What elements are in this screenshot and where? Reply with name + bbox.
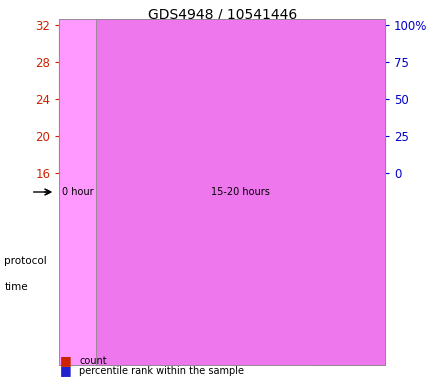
Bar bbox=[248, 166, 268, 170]
Bar bbox=[170, 173, 203, 248]
Bar bbox=[278, 173, 310, 248]
Text: GSM957804: GSM957804 bbox=[182, 183, 191, 238]
Text: IL-12 + IL-18,
TGF-β: IL-12 + IL-18, TGF-β bbox=[319, 182, 379, 202]
Bar bbox=[284, 166, 304, 170]
Bar bbox=[320, 163, 339, 173]
Bar bbox=[59, 19, 204, 365]
Text: unactivated control: unactivated control bbox=[88, 187, 176, 197]
Text: GSM957800: GSM957800 bbox=[361, 183, 370, 238]
Bar bbox=[204, 19, 313, 365]
Bar bbox=[105, 164, 125, 169]
Bar bbox=[242, 173, 274, 248]
Bar bbox=[95, 19, 385, 365]
Bar bbox=[176, 132, 196, 173]
Text: ■: ■ bbox=[59, 364, 71, 377]
Bar bbox=[59, 19, 95, 365]
Bar bbox=[284, 163, 304, 173]
Bar bbox=[248, 142, 268, 173]
Text: time: time bbox=[4, 282, 28, 292]
Bar bbox=[141, 162, 161, 167]
Text: 0 hour: 0 hour bbox=[62, 187, 93, 197]
Bar bbox=[213, 129, 232, 173]
Text: GSM957796: GSM957796 bbox=[218, 183, 227, 238]
Bar bbox=[141, 62, 161, 173]
Bar bbox=[356, 164, 375, 169]
Bar bbox=[313, 19, 385, 365]
Bar bbox=[105, 132, 125, 173]
Text: GSM957798: GSM957798 bbox=[289, 183, 298, 238]
Bar bbox=[213, 166, 232, 170]
Text: count: count bbox=[79, 356, 107, 366]
Title: GDS4948 / 10541446: GDS4948 / 10541446 bbox=[147, 7, 297, 21]
Text: ■: ■ bbox=[59, 354, 71, 367]
Bar bbox=[349, 173, 381, 248]
Text: GSM957799: GSM957799 bbox=[325, 183, 334, 238]
Bar bbox=[320, 165, 339, 169]
Bar bbox=[356, 106, 375, 173]
Bar bbox=[134, 173, 167, 248]
Bar bbox=[313, 173, 346, 248]
Bar bbox=[176, 166, 196, 170]
Bar bbox=[99, 173, 131, 248]
Bar bbox=[206, 173, 238, 248]
Text: GSM957802: GSM957802 bbox=[110, 183, 119, 238]
Bar bbox=[69, 126, 89, 173]
Text: IL-12 + IL-18: IL-12 + IL-18 bbox=[230, 187, 287, 197]
Text: GSM957797: GSM957797 bbox=[253, 183, 263, 238]
Text: percentile rank within the sample: percentile rank within the sample bbox=[79, 366, 244, 376]
Text: protocol: protocol bbox=[4, 256, 47, 266]
Text: GSM957801: GSM957801 bbox=[74, 183, 84, 238]
Bar bbox=[63, 173, 95, 248]
Text: GSM957803: GSM957803 bbox=[146, 183, 155, 238]
Bar bbox=[69, 165, 89, 169]
Text: 15-20 hours: 15-20 hours bbox=[211, 187, 270, 197]
